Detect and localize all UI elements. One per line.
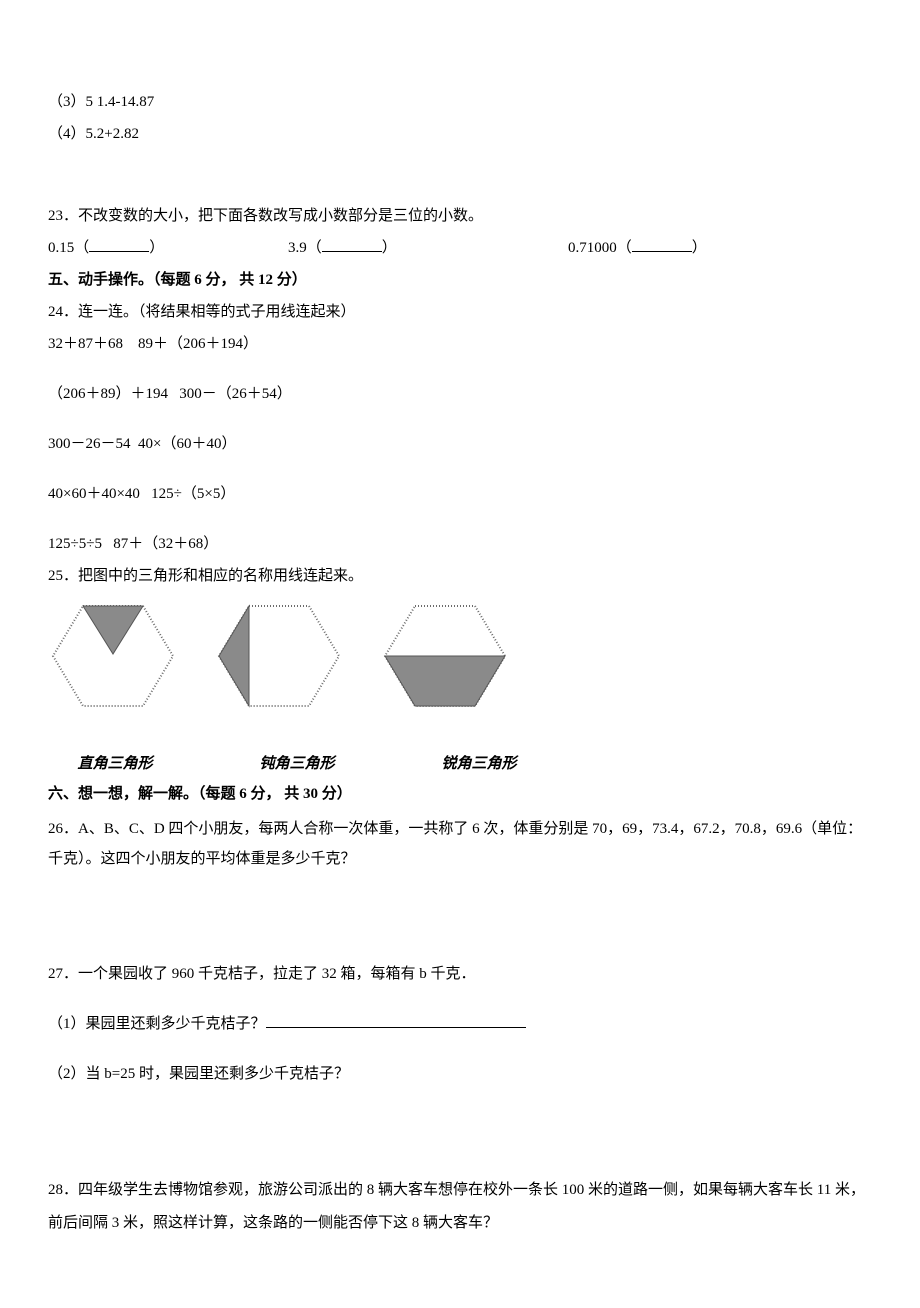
hex3-triangle bbox=[385, 656, 505, 706]
q23-a: 0.15（ ） bbox=[48, 236, 288, 260]
q27-sub1: （1）果园里还剩多少千克桔子？ bbox=[48, 1012, 872, 1036]
hexagon-3 bbox=[380, 596, 510, 716]
q23-a-open: 0.15（ bbox=[48, 240, 89, 256]
q23-b-open: 3.9（ bbox=[288, 240, 322, 256]
label-acute-triangle: 锐角三角形 bbox=[424, 752, 534, 776]
q27-prompt: 27．一个果园收了 960 千克桔子，拉走了 32 箱，每箱有 b 千克． bbox=[48, 962, 872, 986]
q24-r2b: 300－（26＋54） bbox=[179, 386, 292, 402]
q24-r5a: 125÷5÷5 bbox=[48, 536, 102, 552]
q24-row3: 300－26－54 40×（60＋40） bbox=[48, 432, 872, 456]
q25-prompt: 25．把图中的三角形和相应的名称用线连起来。 bbox=[48, 564, 872, 588]
q24-prompt: 24．连一连。（将结果相等的式子用线连起来） bbox=[48, 300, 872, 324]
q24-r3a: 300－26－54 bbox=[48, 436, 131, 452]
q23-b: 3.9（ ） bbox=[288, 236, 568, 260]
hexagon-2 bbox=[214, 596, 344, 716]
q23-c-close: ） bbox=[692, 240, 707, 256]
q24-r5b: 87＋（32＋68） bbox=[113, 536, 218, 552]
q28-prompt: 28．四年级学生去博物馆参观，旅游公司派出的 8 辆大客车想停在校外一条长 10… bbox=[48, 1174, 872, 1240]
q22-item4: （4）5.2+2.82 bbox=[48, 122, 872, 146]
q24-r3b: 40×（60＋40） bbox=[138, 436, 236, 452]
q24-row1: 32＋87＋68 89＋（206＋194） bbox=[48, 332, 872, 356]
q25-figures bbox=[48, 596, 872, 716]
q23-c: 0.71000（ ） bbox=[568, 236, 872, 260]
q23-a-close: ） bbox=[149, 240, 164, 256]
q24-row2: （206＋89）＋194 300－（26＋54） bbox=[48, 382, 872, 406]
q23-c-blank[interactable] bbox=[632, 237, 692, 252]
q23-b-blank[interactable] bbox=[322, 237, 382, 252]
q23-prompt: 23．不改变数的大小，把下面各数改写成小数部分是三位的小数。 bbox=[48, 204, 872, 228]
q25-labels: 直角三角形 钝角三角形 锐角三角形 bbox=[48, 752, 872, 776]
section6-heading: 六、想一想，解一解。（每题 6 分， 共 30 分） bbox=[48, 782, 872, 806]
q24-r4a: 40×60＋40×40 bbox=[48, 486, 140, 502]
q27-sub2: （2）当 b=25 时，果园里还剩多少千克桔子？ bbox=[48, 1062, 872, 1086]
q27-s1-text: （1）果园里还剩多少千克桔子？ bbox=[48, 1016, 266, 1032]
q22-item3: （3）5 1.4-14.87 bbox=[48, 90, 872, 114]
label-obtuse-triangle: 钝角三角形 bbox=[242, 752, 352, 776]
q27-s1-blank[interactable] bbox=[266, 1013, 526, 1028]
q23-a-blank[interactable] bbox=[89, 237, 149, 252]
q24-r2a: （206＋89）＋194 bbox=[48, 386, 168, 402]
hex2-triangle bbox=[219, 606, 249, 706]
section5-heading: 五、动手操作。（每题 6 分， 共 12 分） bbox=[48, 268, 872, 292]
hexagon-1 bbox=[48, 596, 178, 716]
q24-r4b: 125÷（5×5） bbox=[151, 486, 235, 502]
q24-r1b: 89＋（206＋194） bbox=[138, 336, 258, 352]
q26-prompt: 26．A、B、C、D 四个小朋友，每两人合称一次体重，一共称了 6 次，体重分别… bbox=[48, 814, 872, 874]
q23-c-open: 0.71000（ bbox=[568, 240, 632, 256]
q24-row5: 125÷5÷5 87＋（32＋68） bbox=[48, 532, 872, 556]
label-right-triangle: 直角三角形 bbox=[60, 752, 170, 776]
q24-row4: 40×60＋40×40 125÷（5×5） bbox=[48, 482, 872, 506]
q23-b-close: ） bbox=[382, 240, 397, 256]
q23-row: 0.15（ ） 3.9（ ） 0.71000（ ） bbox=[48, 236, 872, 260]
q24-r1a: 32＋87＋68 bbox=[48, 336, 123, 352]
